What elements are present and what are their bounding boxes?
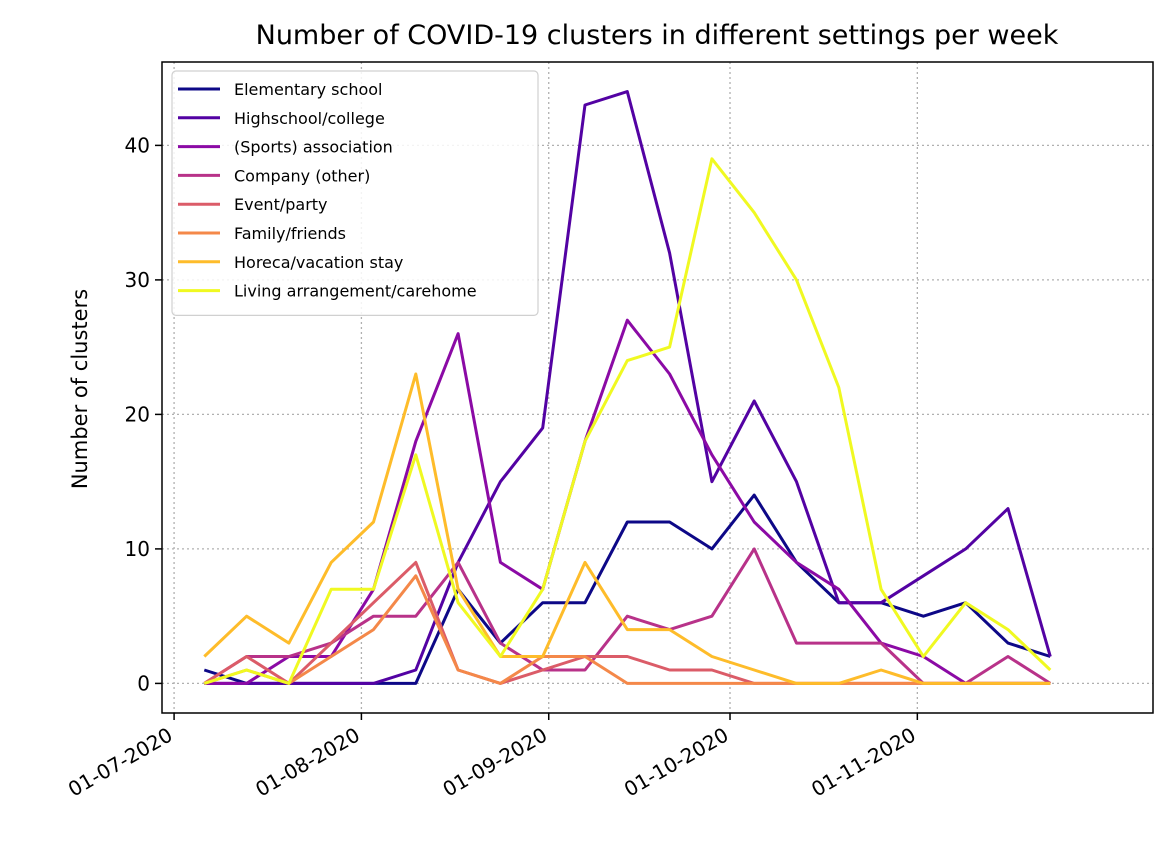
- y-tick-label: 30: [125, 268, 150, 292]
- x-tick-label: 01-11-2020: [807, 723, 920, 802]
- legend-entry: Horeca/vacation stay: [234, 253, 403, 272]
- legend-entry: Family/friends: [234, 224, 346, 243]
- x-tick-label: 01-07-2020: [64, 723, 177, 802]
- legend-entry: (Sports) association: [234, 138, 393, 157]
- y-tick-label: 40: [125, 133, 150, 157]
- y-axis-label: Number of clusters: [68, 289, 92, 489]
- series-line-7: [203, 372, 1051, 685]
- y-tick-label: 0: [137, 671, 150, 695]
- legend-entry: Highschool/college: [234, 109, 385, 128]
- series-line-5: [203, 560, 1051, 685]
- legend-entry: Living arrangement/carehome: [234, 282, 477, 301]
- series-lines: [203, 90, 1052, 685]
- series-line-8: [203, 157, 1052, 685]
- x-tick-label: 01-08-2020: [251, 723, 364, 802]
- legend-entry: Event/party: [234, 195, 328, 214]
- series-line-6: [203, 574, 1051, 685]
- x-tick-label: 01-09-2020: [439, 723, 552, 802]
- plot-frame: [161, 61, 1154, 714]
- series-line-4: [203, 547, 1052, 685]
- legend-entry: Elementary school: [234, 80, 382, 99]
- series-line-2: [204, 90, 1052, 685]
- legend: Elementary school Highschool/college (Spor…: [171, 70, 539, 316]
- x-tick-label: 01-10-2020: [620, 723, 733, 802]
- y-tick-label: 20: [125, 402, 150, 426]
- legend-entry: Company (other): [234, 166, 370, 185]
- y-tick-label: 10: [125, 537, 150, 561]
- legend-box: [171, 70, 539, 316]
- chart-title: Number of COVID-19 clusters in different…: [256, 20, 1059, 51]
